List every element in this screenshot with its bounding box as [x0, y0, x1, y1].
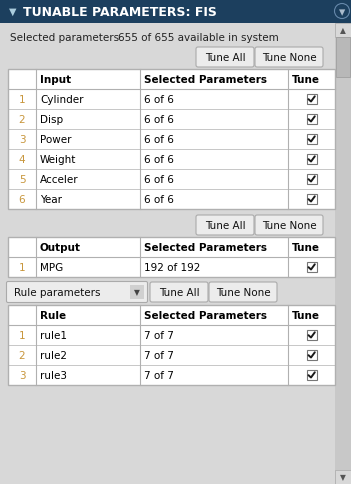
- Text: Rule parameters: Rule parameters: [14, 287, 100, 297]
- Text: Tune None: Tune None: [262, 221, 316, 230]
- Text: Tune All: Tune All: [159, 287, 199, 297]
- Text: 2: 2: [19, 115, 25, 125]
- Bar: [306, 175, 317, 184]
- Text: 7 of 7: 7 of 7: [144, 350, 174, 360]
- Text: Tune: Tune: [292, 310, 320, 320]
- Bar: [335, 470, 351, 484]
- Text: 1: 1: [19, 262, 25, 272]
- Text: rule1: rule1: [40, 330, 67, 340]
- Text: Tune All: Tune All: [205, 53, 245, 63]
- Text: ▾: ▾: [339, 6, 345, 19]
- Text: Tune None: Tune None: [216, 287, 270, 297]
- Text: ▼: ▼: [340, 472, 346, 482]
- Text: 6: 6: [19, 195, 25, 205]
- Text: 3: 3: [19, 135, 25, 145]
- Bar: [306, 195, 317, 205]
- Text: Selected Parameters: Selected Parameters: [144, 75, 267, 85]
- Bar: [306, 370, 317, 380]
- FancyBboxPatch shape: [196, 215, 254, 236]
- Text: 6 of 6: 6 of 6: [144, 115, 174, 125]
- Bar: [8, 305, 335, 385]
- Text: 1: 1: [19, 95, 25, 105]
- Bar: [8, 70, 335, 210]
- Text: 1: 1: [19, 330, 25, 340]
- Bar: [8, 238, 335, 277]
- Text: Tune: Tune: [292, 242, 320, 253]
- Bar: [336, 38, 350, 78]
- Bar: [306, 135, 317, 145]
- Text: rule2: rule2: [40, 350, 67, 360]
- Text: MPG: MPG: [40, 262, 63, 272]
- Text: 192 of 192: 192 of 192: [144, 262, 200, 272]
- Text: 6 of 6: 6 of 6: [144, 195, 174, 205]
- Text: Disp: Disp: [40, 115, 63, 125]
- Text: Output: Output: [40, 242, 81, 253]
- Text: rule3: rule3: [40, 370, 67, 380]
- Text: ▼: ▼: [134, 288, 140, 297]
- Text: 2: 2: [19, 350, 25, 360]
- Bar: [335, 24, 351, 484]
- Text: Tune None: Tune None: [262, 53, 316, 63]
- Text: ▲: ▲: [340, 27, 346, 35]
- Text: Tune All: Tune All: [205, 221, 245, 230]
- Bar: [130, 286, 144, 300]
- Text: 6 of 6: 6 of 6: [144, 175, 174, 184]
- Text: Selected parameters:: Selected parameters:: [10, 33, 123, 43]
- FancyBboxPatch shape: [196, 48, 254, 68]
- Text: 4: 4: [19, 155, 25, 165]
- FancyBboxPatch shape: [7, 282, 147, 303]
- Text: Selected Parameters: Selected Parameters: [144, 310, 267, 320]
- Bar: [306, 350, 317, 360]
- Text: Weight: Weight: [40, 155, 77, 165]
- Text: 7 of 7: 7 of 7: [144, 370, 174, 380]
- Text: Cylinder: Cylinder: [40, 95, 84, 105]
- Text: 655 of 655 available in system: 655 of 655 available in system: [118, 33, 279, 43]
- Text: 5: 5: [19, 175, 25, 184]
- Text: Input: Input: [40, 75, 71, 85]
- FancyBboxPatch shape: [209, 283, 277, 302]
- FancyBboxPatch shape: [255, 48, 323, 68]
- Bar: [335, 24, 351, 38]
- Text: 6 of 6: 6 of 6: [144, 155, 174, 165]
- FancyBboxPatch shape: [255, 215, 323, 236]
- Text: 6 of 6: 6 of 6: [144, 135, 174, 145]
- Text: Rule: Rule: [40, 310, 66, 320]
- Bar: [306, 155, 317, 165]
- Bar: [306, 115, 317, 125]
- Text: 7 of 7: 7 of 7: [144, 330, 174, 340]
- FancyBboxPatch shape: [150, 283, 208, 302]
- Text: Selected Parameters: Selected Parameters: [144, 242, 267, 253]
- Bar: [306, 95, 317, 105]
- Bar: [306, 330, 317, 340]
- Text: Tune: Tune: [292, 75, 320, 85]
- Bar: [306, 262, 317, 272]
- Text: Acceler: Acceler: [40, 175, 79, 184]
- Text: Power: Power: [40, 135, 72, 145]
- Bar: [0, 0, 351, 24]
- Text: ▼: ▼: [9, 7, 16, 17]
- Text: 6 of 6: 6 of 6: [144, 95, 174, 105]
- Text: TUNABLE PARAMETERS: FIS: TUNABLE PARAMETERS: FIS: [23, 5, 217, 18]
- Text: Year: Year: [40, 195, 62, 205]
- Text: 3: 3: [19, 370, 25, 380]
